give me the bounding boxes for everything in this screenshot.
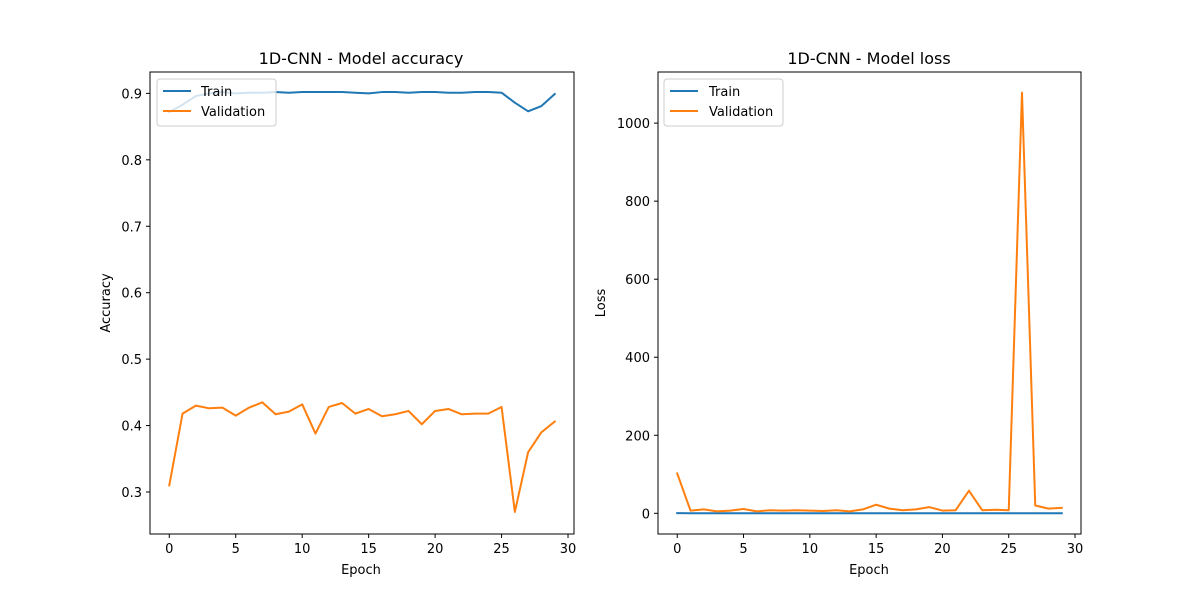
y-tick-label: 0.7 [121, 220, 142, 235]
accuracy-chart: 1D-CNN - Model accuracy 0 5 10 15 20 25 30 0.3 0… [99, 49, 576, 578]
x-tick-label: 0 [673, 542, 681, 557]
x-tick-label: 0 [165, 542, 173, 557]
x-tick-label: 5 [739, 542, 747, 557]
y-tick-label: 200 [625, 429, 650, 444]
x-axis-label: Epoch [849, 563, 889, 578]
x-tick-label: 25 [493, 542, 510, 557]
y-tick-label: 400 [625, 351, 650, 366]
loss-chart: 1D-CNN - Model loss 0 5 10 15 20 25 30 0 200 400 6… [594, 49, 1083, 578]
y-tick-label: 0.8 [121, 154, 142, 169]
legend-train-label: Train [200, 85, 232, 100]
x-tick-label: 15 [360, 542, 377, 557]
legend: Train Validation [156, 78, 277, 127]
y-tick-label: 600 [625, 273, 650, 288]
legend-validation-label: Validation [709, 105, 773, 120]
series-line-validation [168, 401, 557, 513]
x-tick-label: 10 [802, 542, 819, 557]
y-tick-label: 0.4 [121, 420, 142, 435]
axes-frame [149, 71, 575, 535]
x-tick-label: 15 [868, 542, 885, 557]
x-tick-label: 30 [1067, 542, 1084, 557]
x-tick-label: 20 [427, 542, 444, 557]
y-tick-label: 0.9 [121, 87, 142, 102]
y-tick-label: 0 [642, 507, 650, 522]
chart-title: 1D-CNN - Model loss [787, 49, 950, 68]
plot-area [150, 72, 574, 534]
legend-validation-label: Validation [201, 105, 265, 120]
y-tick-label: 800 [625, 195, 650, 210]
x-tick-label: 5 [232, 542, 240, 557]
chart-title: 1D-CNN - Model accuracy [259, 49, 464, 68]
x-axis-label: Epoch [341, 563, 381, 578]
y-tick-label: 0.3 [121, 486, 142, 501]
series-line-validation [675, 91, 1063, 513]
x-tick-label: 25 [1000, 542, 1017, 557]
legend-train-label: Train [708, 85, 740, 100]
legend: Train Validation [663, 78, 784, 127]
y-tick-label: 0.5 [121, 353, 142, 368]
x-tick-label: 10 [294, 542, 311, 557]
y-axis-label: Accuracy [99, 273, 114, 333]
plot-area [658, 72, 1081, 534]
axes-frame [657, 71, 1082, 535]
y-axis-label: Loss [594, 289, 609, 318]
y-tick-label: 0.6 [121, 287, 142, 302]
x-tick-label: 30 [560, 542, 577, 557]
y-tick-label: 1000 [617, 117, 650, 132]
x-tick-label: 20 [934, 542, 951, 557]
